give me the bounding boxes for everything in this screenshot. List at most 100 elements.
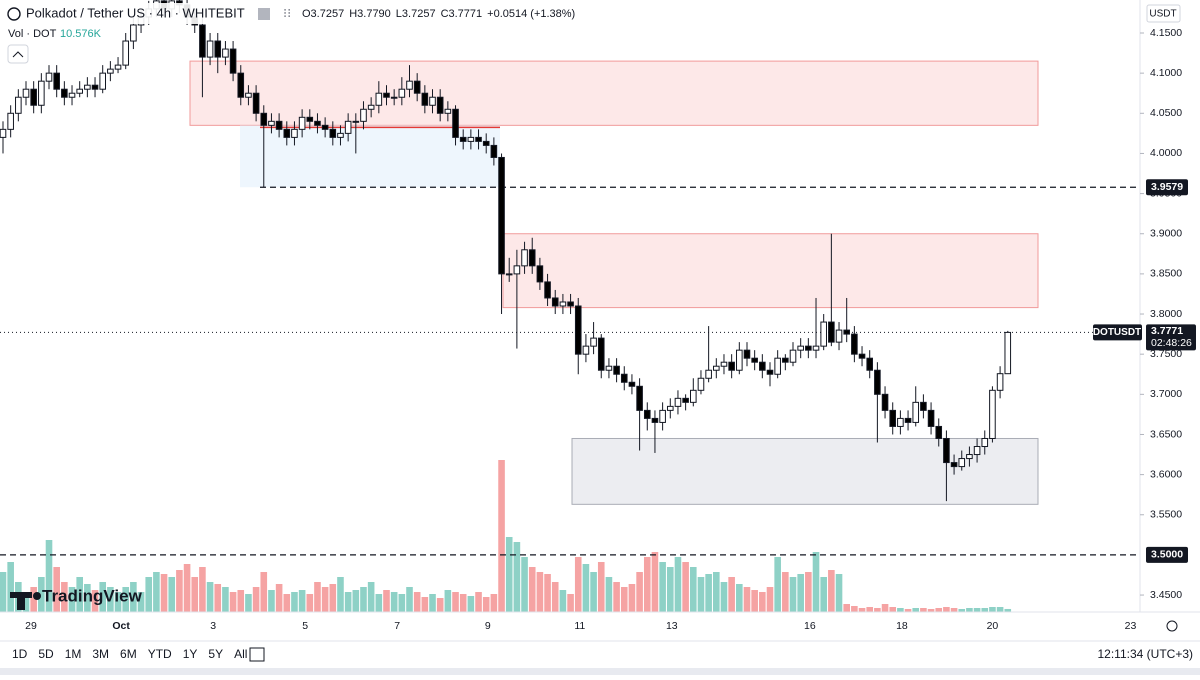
volume-bar	[237, 590, 245, 612]
y-tick-label: 4.0000	[1150, 147, 1182, 159]
candle-body	[68, 92, 76, 98]
range-button[interactable]: 6M	[120, 647, 137, 661]
zone	[502, 233, 1039, 309]
legend-more[interactable]: ⁝⁝	[283, 5, 291, 20]
range-button[interactable]: YTD	[148, 647, 172, 661]
candle-body	[329, 128, 337, 138]
y-tick-label: 3.5500	[1150, 509, 1182, 521]
candle-body	[0, 128, 7, 138]
candle-body	[597, 337, 605, 371]
x-tick-label: 5	[302, 620, 308, 632]
volume-bar	[222, 587, 229, 612]
candle-body	[15, 96, 22, 114]
candle-body	[130, 24, 137, 42]
range-button[interactable]: 1M	[65, 647, 82, 661]
logo-text: TradingView	[42, 586, 143, 605]
volume-bar	[329, 584, 337, 612]
legend-icon[interactable]	[258, 8, 270, 20]
range-button[interactable]: 5Y	[208, 647, 223, 661]
volume-bar	[38, 577, 45, 612]
volume-bar	[513, 542, 521, 612]
candle-body	[306, 116, 314, 122]
candle-body	[298, 116, 306, 130]
last-price-label: 3.7771	[1151, 325, 1183, 337]
candle-body	[252, 92, 260, 114]
volume-last: 10.576K	[60, 28, 102, 40]
candle-body	[214, 40, 222, 58]
candle-body	[406, 80, 413, 90]
volume-bar	[590, 572, 597, 612]
date-range-icon[interactable]	[249, 647, 265, 662]
candle-body	[436, 96, 444, 114]
candle-body	[689, 389, 697, 403]
candle-body	[490, 144, 498, 158]
candle-body	[973, 446, 981, 456]
y-tick-label: 3.7000	[1150, 388, 1182, 400]
volume-bar	[628, 584, 636, 612]
collapse-button[interactable]	[7, 44, 29, 64]
currency-label[interactable]: USDT	[1149, 9, 1176, 20]
candle-body	[582, 345, 590, 355]
level-tag	[1146, 546, 1188, 563]
volume-bar	[84, 584, 91, 612]
x-tick-label: 18	[896, 620, 908, 632]
candle-body	[53, 72, 60, 90]
candle-body	[291, 128, 298, 138]
volume-bar	[766, 587, 774, 612]
volume-bar	[674, 557, 682, 612]
candle-body	[429, 96, 436, 106]
candle-body	[636, 385, 643, 411]
volume-bar	[413, 592, 421, 612]
candle-body	[122, 40, 130, 66]
candle-body	[99, 72, 107, 90]
candle-body	[222, 48, 229, 58]
candle-body	[199, 24, 206, 58]
candle-body	[728, 361, 735, 371]
candle-body	[966, 454, 973, 460]
candle-body	[567, 301, 574, 307]
volume-bar	[260, 572, 268, 612]
volume-bar	[429, 594, 436, 612]
range-button[interactable]: All	[234, 647, 247, 661]
candle-body	[360, 108, 367, 122]
settings-icon[interactable]	[1166, 620, 1178, 632]
candle-body	[352, 120, 360, 123]
y-tick-label: 3.7500	[1150, 348, 1182, 360]
volume-bar	[551, 582, 559, 612]
x-tick-label: 3	[210, 620, 216, 632]
candle-body	[828, 321, 835, 343]
candle-body	[743, 349, 751, 359]
candle-body	[1004, 331, 1012, 375]
candle-body	[245, 92, 252, 98]
volume-bar	[666, 567, 674, 612]
volume-bar	[153, 572, 160, 612]
candle-body	[628, 381, 636, 387]
range-button[interactable]: 1D	[12, 647, 28, 661]
volume-bar	[935, 608, 943, 612]
x-tick-label: 16	[804, 620, 816, 632]
candle-body	[920, 401, 927, 411]
candle-body	[820, 321, 827, 347]
range-button[interactable]: 3M	[92, 647, 109, 661]
candle-body	[897, 417, 904, 427]
candle-body	[843, 329, 850, 335]
range-button[interactable]: 1Y	[183, 647, 198, 661]
candle-body	[797, 345, 804, 351]
y-tick-label: 3.4500	[1150, 589, 1182, 601]
candle-body	[521, 249, 528, 267]
volume-bar	[713, 572, 720, 612]
volume-bar	[360, 587, 367, 612]
candle-body	[866, 357, 874, 371]
range-button[interactable]: 5D	[38, 647, 54, 661]
candle-body	[751, 357, 758, 363]
candle-body	[367, 104, 375, 110]
volume-bar	[130, 582, 137, 612]
currency-button[interactable]	[1146, 4, 1181, 23]
legend-backdrop	[0, 3, 300, 24]
x-tick-label: 9	[485, 620, 491, 632]
candle-body	[958, 458, 966, 468]
candle-body	[30, 88, 37, 106]
volume-bar	[812, 552, 820, 612]
volume-bar	[298, 590, 306, 612]
countdown: 02:48:26	[1151, 337, 1192, 349]
